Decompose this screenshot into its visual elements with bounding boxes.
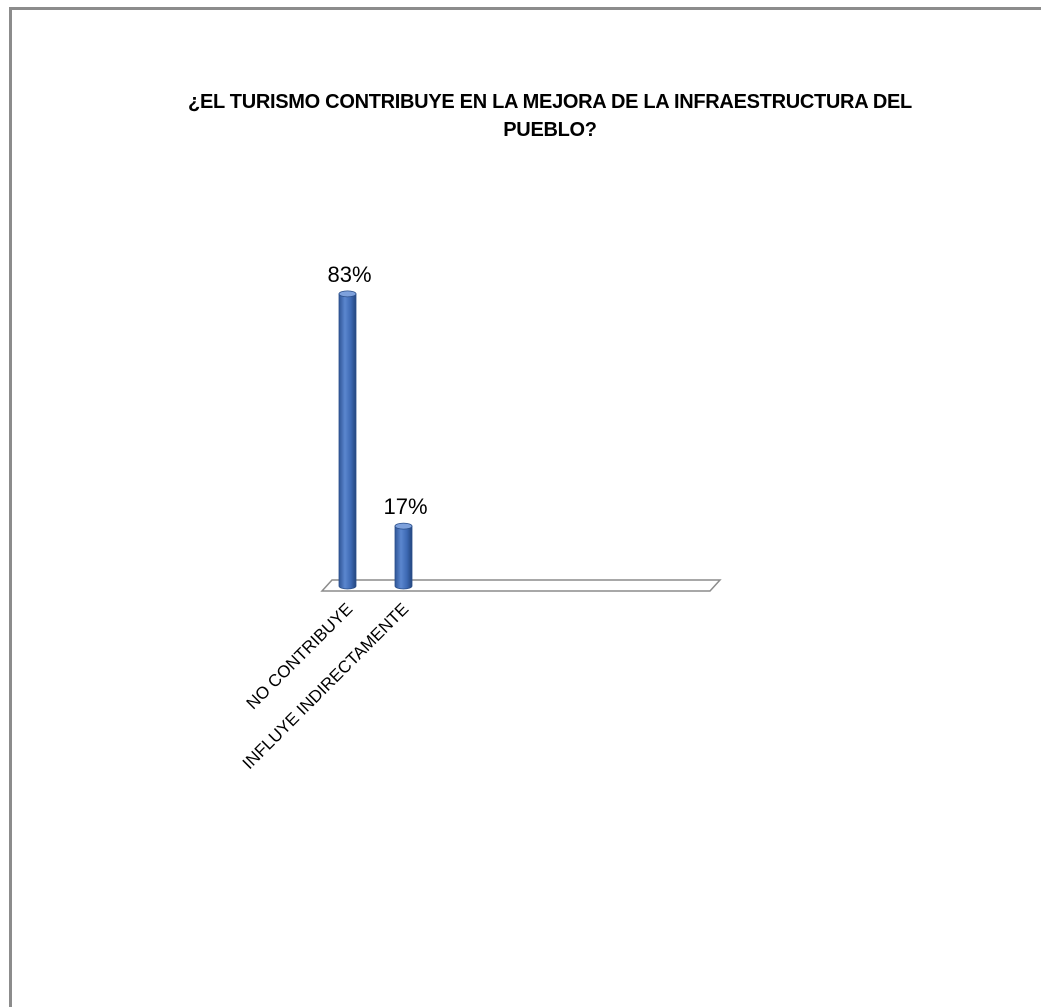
chart-floor [320, 579, 722, 592]
data-label: 83% [327, 262, 371, 287]
chart-title: ¿EL TURISMO CONTRIBUYE EN LA MEJORA DE L… [188, 91, 912, 141]
chart-frame [9, 7, 1041, 1007]
bar [394, 522, 413, 590]
bar [338, 290, 357, 590]
data-label: 17% [383, 494, 427, 519]
category-label: NO CONTRIBUYE [243, 599, 357, 713]
